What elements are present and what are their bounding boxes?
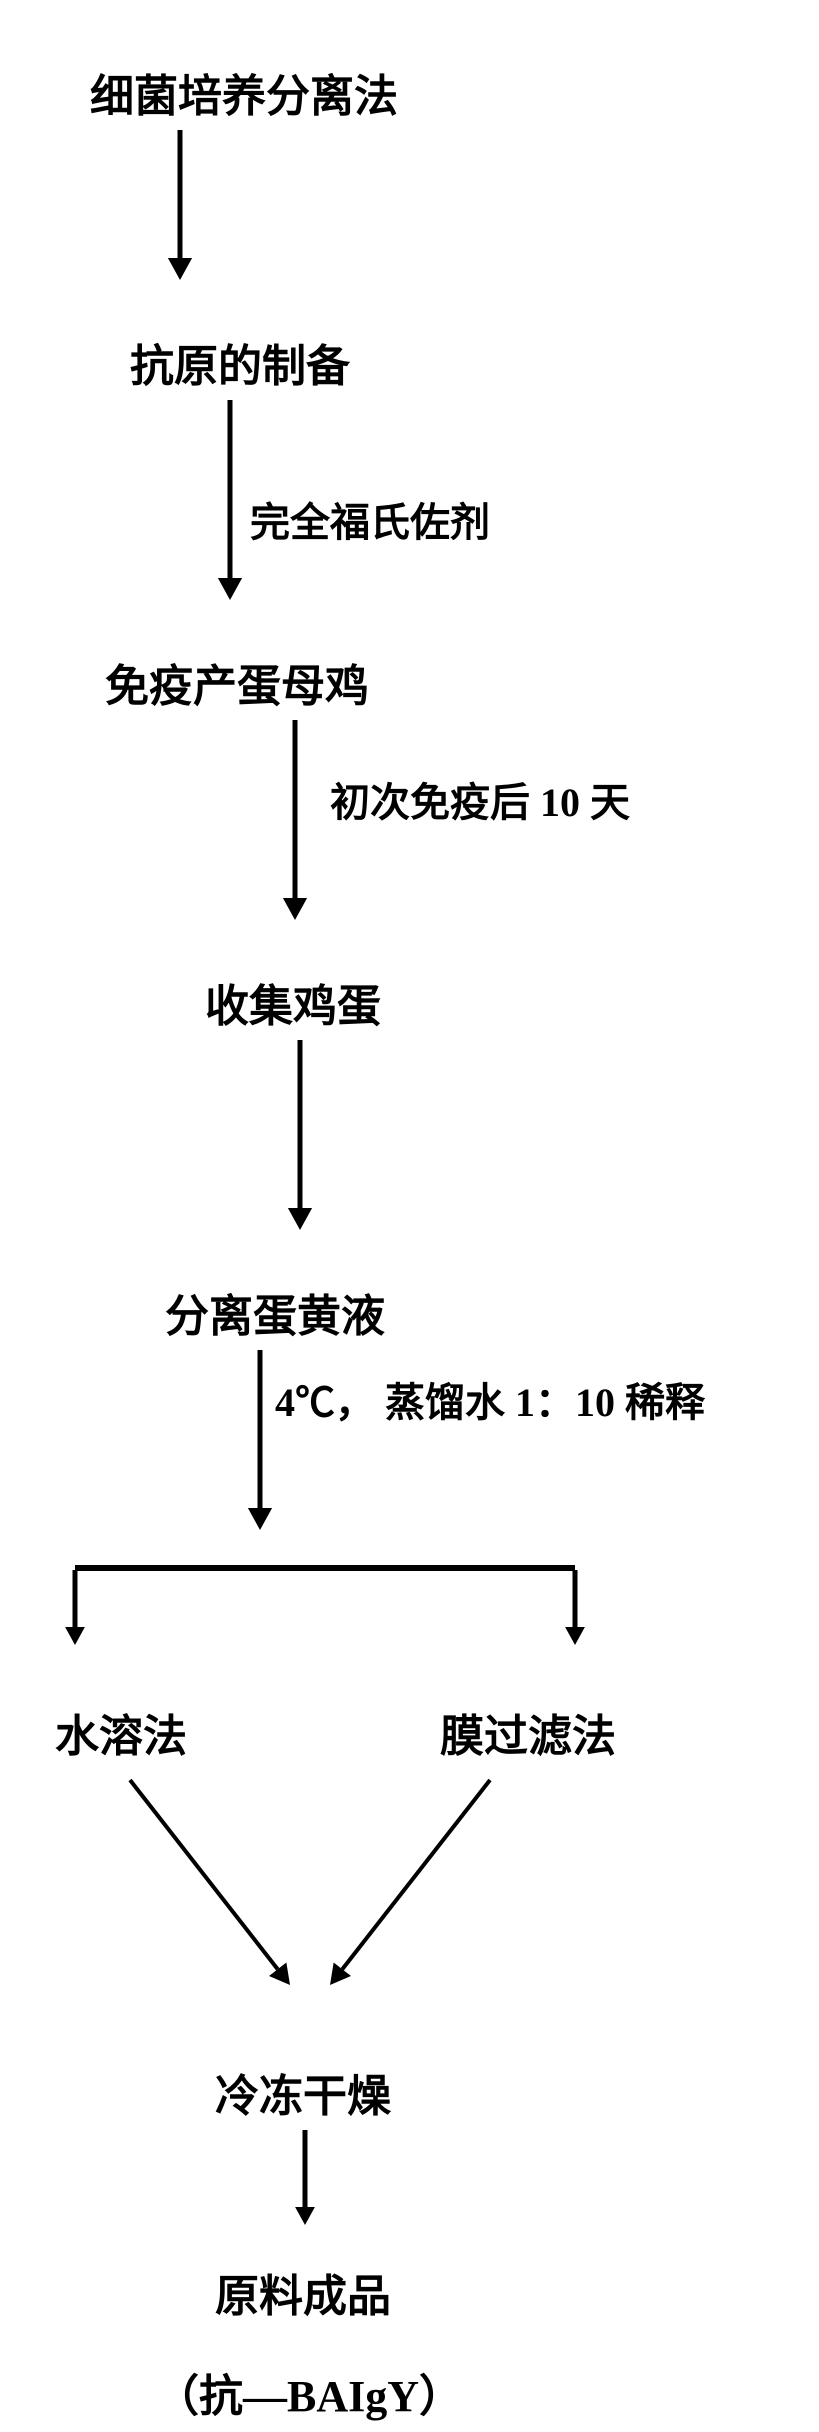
- flow-arrow: [300, 1750, 520, 2015]
- flow-node-step3: 免疫产蛋母鸡: [105, 650, 369, 714]
- flow-arrow: [230, 1320, 290, 1560]
- flow-node-step1: 细菌培养分离法: [90, 60, 398, 124]
- flow-annotation-anno2: 初次免疫后 10 天: [330, 770, 630, 828]
- flow-node-step7b: （抗—BAIgY）: [155, 2360, 463, 2424]
- flow-annotation-anno1: 完全福氏佐剂: [250, 490, 490, 548]
- flow-arrow: [265, 690, 325, 950]
- flow-arrow: [45, 1540, 105, 1675]
- flow-arrow: [270, 1010, 330, 1260]
- flow-node-step7a: 原料成品: [215, 2260, 391, 2324]
- flow-arrow: [150, 100, 210, 310]
- flow-arrow: [100, 1750, 320, 2015]
- flow-arrow: [275, 2100, 335, 2255]
- flow-annotation-anno3: 4℃， 蒸馏水 1：10 稀释: [275, 1370, 705, 1428]
- flow-arrow: [545, 1540, 605, 1675]
- branch-bar: [75, 1565, 575, 1571]
- flow-arrow: [200, 370, 260, 630]
